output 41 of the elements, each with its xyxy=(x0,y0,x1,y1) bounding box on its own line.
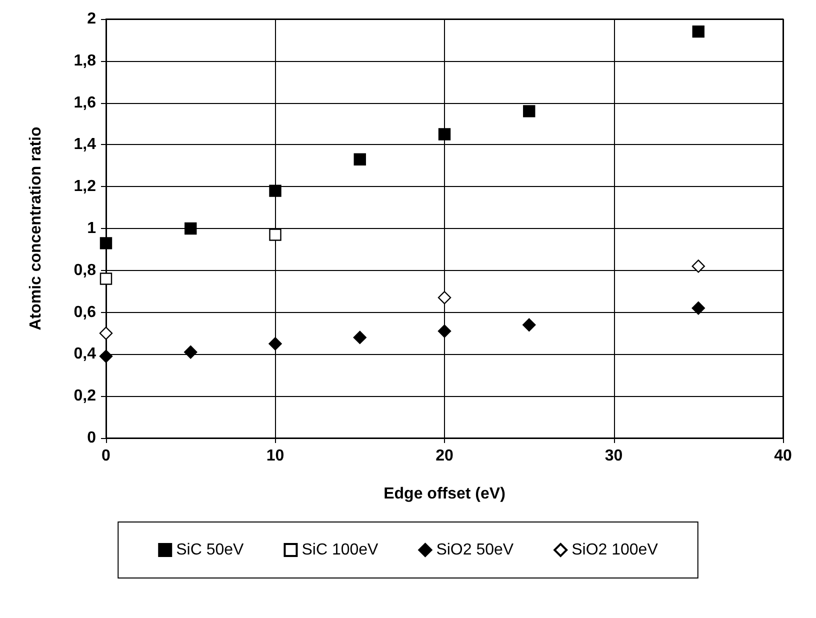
point xyxy=(354,153,366,166)
point xyxy=(184,222,197,235)
point xyxy=(438,291,452,304)
x-tick-label: 10 xyxy=(266,448,284,464)
x-tick-label: 0 xyxy=(102,448,111,464)
legend-label: SiC 100eV xyxy=(302,542,379,558)
y-tick-label: 0 xyxy=(87,430,96,446)
x-tick-label: 40 xyxy=(774,448,792,464)
point xyxy=(438,324,452,338)
y-axis-title: Atomic concentration ratio xyxy=(28,126,44,330)
legend-label: SiC 50eV xyxy=(176,542,244,558)
point xyxy=(99,326,113,340)
point xyxy=(269,184,282,197)
point xyxy=(353,330,366,344)
point xyxy=(100,237,112,250)
legend-label: SiO2 50eV xyxy=(436,542,514,558)
point xyxy=(99,350,113,363)
point xyxy=(268,337,282,350)
point xyxy=(523,105,536,118)
point xyxy=(692,25,704,38)
x-axis-title: Edge offset (eV) xyxy=(384,486,506,502)
y-tick-label: 1,2 xyxy=(74,178,96,196)
y-tick-label: 1,6 xyxy=(74,94,96,112)
point xyxy=(522,318,536,332)
x-tick-label: 30 xyxy=(604,448,623,464)
y-tick-label: 0,6 xyxy=(74,304,96,321)
point xyxy=(184,346,198,359)
point xyxy=(692,260,705,273)
y-tick-label: 1,4 xyxy=(74,136,96,154)
y-tick-label: 2 xyxy=(87,10,96,28)
legend-label: SiO2 100eV xyxy=(572,542,658,558)
y-tick-label: 0,8 xyxy=(74,262,96,279)
y-tick-label: 1,8 xyxy=(74,52,96,70)
point xyxy=(100,272,112,285)
point xyxy=(438,128,451,140)
point xyxy=(269,228,282,241)
y-tick-label: 1 xyxy=(87,220,96,237)
point xyxy=(692,302,705,315)
y-tick-label: 0,4 xyxy=(74,346,96,363)
x-tick-label: 20 xyxy=(436,448,454,464)
y-tick-label: 0,2 xyxy=(74,388,96,405)
